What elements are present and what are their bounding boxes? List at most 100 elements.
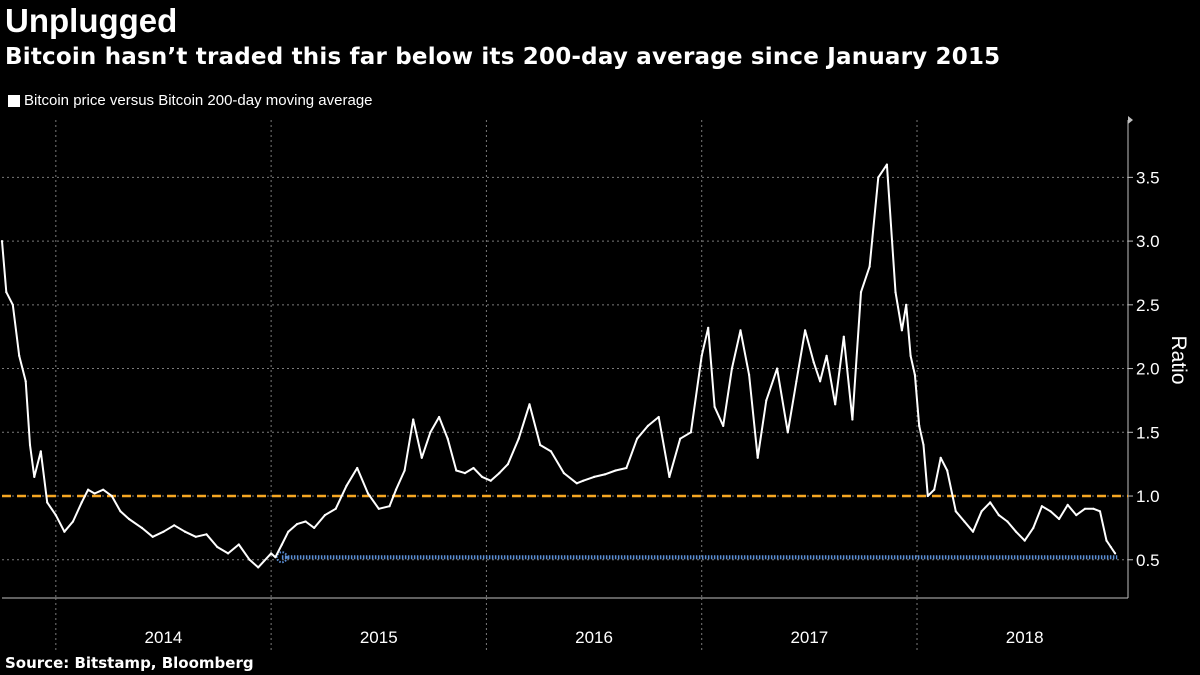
y-tick-label-5: 3.0 <box>1136 232 1160 251</box>
series-point-29 <box>248 558 251 561</box>
series-point-93 <box>842 335 845 338</box>
series-point-64 <box>575 482 578 485</box>
series-point-124 <box>1075 514 1078 517</box>
series-point-9 <box>54 514 57 517</box>
y-tick-label-3: 2.0 <box>1136 360 1160 379</box>
x-tick-label-2: 2016 <box>575 628 613 647</box>
series-point-21 <box>162 530 165 533</box>
series-point-79 <box>722 424 725 427</box>
series-point-75 <box>689 431 693 434</box>
series-point-55 <box>481 475 484 478</box>
series-point-74 <box>679 437 682 440</box>
series-point-98 <box>885 163 889 166</box>
series-point-17 <box>119 510 122 513</box>
series-point-97 <box>877 176 880 179</box>
series-point-65 <box>582 479 585 482</box>
series-point-76 <box>700 354 703 357</box>
series-point-49 <box>429 431 432 434</box>
series-point-2 <box>11 303 14 306</box>
series-point-129 <box>1109 545 1112 549</box>
series-point-77 <box>707 326 710 329</box>
series-point-15 <box>102 488 105 491</box>
series-point-18 <box>127 517 131 521</box>
series-point-41 <box>356 466 359 470</box>
series-point-37 <box>313 526 316 530</box>
series-point-71 <box>646 424 650 427</box>
series-point-126 <box>1092 507 1095 510</box>
series-point-6 <box>33 475 36 478</box>
series-point-121 <box>1049 510 1052 513</box>
series-point-8 <box>46 501 49 504</box>
series-point-32 <box>274 556 277 559</box>
series-point-61 <box>539 443 542 447</box>
series-point-59 <box>517 437 520 440</box>
series-point-51 <box>446 437 449 440</box>
series-point-107 <box>933 488 936 491</box>
series-point-34 <box>287 530 290 533</box>
series-point-89 <box>812 361 815 364</box>
series-point-22 <box>173 524 176 527</box>
source-note: Source: Bitstamp, Bloomberg <box>5 654 254 672</box>
series-point-117 <box>1014 530 1018 533</box>
series-point-72 <box>657 415 660 419</box>
series-point-113 <box>980 510 983 513</box>
series-point-60 <box>528 403 531 406</box>
series-point-123 <box>1066 503 1069 506</box>
series-point-46 <box>403 469 406 472</box>
series-point-4 <box>24 380 27 383</box>
y-tick-label-1: 1.0 <box>1136 487 1160 506</box>
series-point-92 <box>834 403 837 406</box>
series-point-130 <box>1114 552 1117 555</box>
series-point-70 <box>636 437 639 440</box>
series-point-87 <box>795 380 798 383</box>
series-point-128 <box>1105 539 1108 542</box>
series-point-125 <box>1083 507 1086 510</box>
series-point-0 <box>0 240 4 243</box>
series-point-28 <box>237 543 240 546</box>
series-point-63 <box>562 472 566 475</box>
series-point-120 <box>1040 505 1043 508</box>
series-point-105 <box>922 443 925 447</box>
series-point-56 <box>489 479 492 482</box>
series-point-67 <box>603 473 606 476</box>
y-tick-label-0: 0.5 <box>1136 551 1160 570</box>
series-point-91 <box>825 354 828 357</box>
series-point-122 <box>1058 517 1061 521</box>
series-point-103 <box>913 373 917 376</box>
series-point-96 <box>868 265 871 268</box>
y-tick-label-2: 1.5 <box>1136 423 1160 442</box>
y-tick-label-4: 2.5 <box>1136 296 1160 315</box>
series-point-90 <box>819 380 822 383</box>
legend-swatch <box>8 94 20 107</box>
series-point-127 <box>1098 510 1102 513</box>
series-point-95 <box>859 291 863 294</box>
series-point-68 <box>614 469 617 472</box>
series-point-31 <box>270 552 273 555</box>
series-point-20 <box>151 535 154 538</box>
series-point-58 <box>506 463 509 466</box>
series-point-42 <box>366 492 370 495</box>
series-point-78 <box>713 405 716 408</box>
low-marker <box>275 551 288 564</box>
x-tick-label-1: 2015 <box>360 628 398 647</box>
series-point-88 <box>804 329 807 332</box>
x-tick-label-3: 2017 <box>790 628 828 647</box>
series-point-48 <box>420 456 423 459</box>
y-tick-label-6: 3.5 <box>1136 168 1160 187</box>
series-point-115 <box>997 514 1000 517</box>
series-point-80 <box>730 367 734 370</box>
series-point-16 <box>110 494 113 498</box>
x-tick-label-4: 2018 <box>1006 628 1044 647</box>
series-point-99 <box>894 291 897 294</box>
series-point-73 <box>668 475 671 478</box>
series-point-47 <box>412 418 415 421</box>
series-point-66 <box>593 475 596 478</box>
series-point-62 <box>549 450 553 453</box>
legend-label: Bitcoin price versus Bitcoin 200-day mov… <box>24 92 373 109</box>
series-point-54 <box>472 466 475 470</box>
series-point-38 <box>323 514 326 517</box>
series-point-12 <box>80 501 83 504</box>
series-point-52 <box>455 469 458 472</box>
series-point-86 <box>786 431 789 434</box>
